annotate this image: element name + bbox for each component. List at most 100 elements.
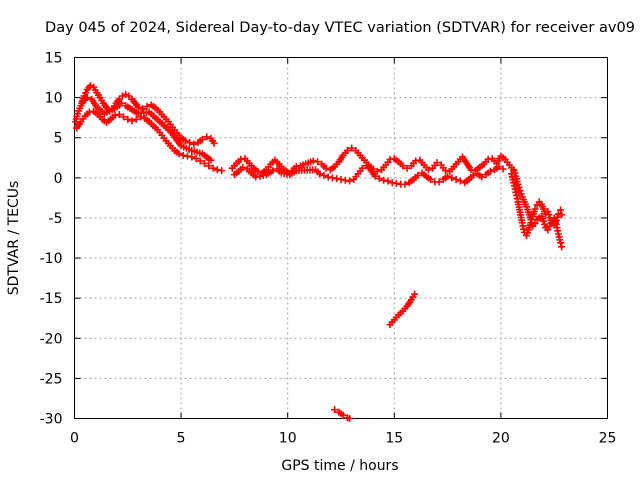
data-point <box>528 219 536 227</box>
data-point <box>309 157 317 165</box>
data-point <box>183 152 191 160</box>
y-tick-label: -25 <box>40 371 63 387</box>
y-tick-label: -10 <box>40 251 63 267</box>
data-point <box>188 153 196 161</box>
data-point <box>115 95 123 103</box>
data-point <box>388 179 396 187</box>
grid-lines <box>74 57 608 419</box>
x-tick-label: 15 <box>385 431 403 447</box>
data-point <box>499 165 507 173</box>
data-point <box>384 177 392 185</box>
data-point <box>341 176 349 184</box>
y-tick-label: 5 <box>54 131 63 147</box>
data-point <box>320 171 328 179</box>
data-point <box>269 167 277 175</box>
data-point <box>456 177 464 185</box>
data-point <box>403 164 411 172</box>
data-point <box>322 164 330 172</box>
axis-ticks <box>74 57 608 419</box>
data-point <box>314 158 322 166</box>
y-tick-label: -15 <box>40 291 63 307</box>
data-point <box>115 110 123 118</box>
plot-frame <box>74 57 608 419</box>
data-point <box>239 163 247 171</box>
data-point <box>346 415 354 422</box>
data-point <box>427 175 435 183</box>
data-point <box>558 243 566 251</box>
data-point <box>399 162 407 170</box>
data-points <box>72 82 566 422</box>
data-point <box>209 164 217 172</box>
data-point <box>259 171 267 179</box>
data-point <box>85 108 93 116</box>
data-point <box>252 173 260 181</box>
data-point <box>412 157 420 165</box>
data-point <box>343 147 351 155</box>
data-point <box>196 157 204 165</box>
data-point <box>134 103 142 111</box>
data-point <box>541 220 549 228</box>
data-point <box>179 151 187 159</box>
data-point <box>324 173 332 181</box>
data-point <box>371 172 379 180</box>
data-point <box>392 179 400 187</box>
data-point <box>486 167 494 175</box>
data-point <box>527 216 535 224</box>
x-tick-label: 0 <box>70 431 79 447</box>
data-point <box>190 140 198 148</box>
data-point <box>469 171 477 179</box>
data-point <box>132 115 140 123</box>
data-point <box>218 167 226 175</box>
data-point <box>511 169 519 177</box>
data-point <box>316 170 324 178</box>
data-point <box>557 206 565 214</box>
data-point <box>554 210 562 218</box>
y-tick-label: 0 <box>54 171 63 187</box>
data-point <box>386 155 394 163</box>
data-point <box>545 211 553 219</box>
data-point <box>143 102 151 110</box>
data-point <box>478 173 486 181</box>
data-point <box>452 175 460 183</box>
data-point <box>514 180 522 188</box>
data-point <box>186 139 194 147</box>
data-point <box>333 175 341 183</box>
data-point <box>516 187 524 195</box>
data-point <box>120 113 128 121</box>
data-point <box>205 162 213 170</box>
data-point <box>544 208 552 216</box>
data-point <box>558 211 566 219</box>
data-point <box>517 190 525 198</box>
data-point <box>375 175 383 183</box>
x-axis-label: GPS time / hours <box>281 458 398 474</box>
y-tick-label: -30 <box>40 412 63 428</box>
data-point <box>531 205 539 213</box>
data-point <box>181 137 189 145</box>
data-point <box>553 213 561 221</box>
y-tick-label: -5 <box>49 211 63 227</box>
data-point <box>111 111 119 119</box>
data-point <box>192 155 200 163</box>
data-point <box>124 115 132 123</box>
data-point <box>198 135 206 143</box>
data-point <box>444 172 452 180</box>
y-tick-labels: -30 -25 -20 -15 -10 -5 0 5 10 15 <box>40 51 63 428</box>
x-tick-label: 20 <box>492 431 510 447</box>
data-point <box>401 180 409 188</box>
data-point <box>210 139 218 147</box>
data-point <box>117 99 125 107</box>
data-point <box>83 94 91 102</box>
data-point <box>348 144 356 152</box>
data-point <box>237 155 245 163</box>
x-tick-label: 25 <box>599 431 617 447</box>
data-point <box>339 411 347 419</box>
data-point <box>125 92 133 100</box>
data-point <box>448 174 456 182</box>
data-point <box>484 155 492 163</box>
data-point <box>358 164 366 172</box>
data-point <box>424 166 432 174</box>
data-point <box>128 117 136 125</box>
data-point <box>441 167 449 175</box>
x-tick-label: 5 <box>177 431 186 447</box>
